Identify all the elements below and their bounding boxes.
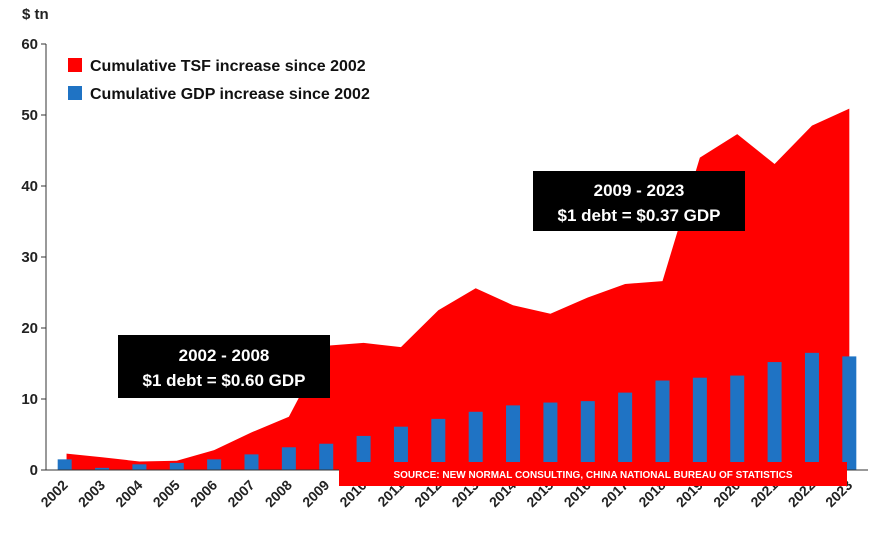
x-tick-label: 2004 bbox=[112, 477, 145, 510]
gdp-bar-2019 bbox=[692, 377, 707, 470]
gdp-bar-2003 bbox=[95, 467, 110, 470]
y-tick-label: 40 bbox=[21, 178, 38, 195]
source-box bbox=[339, 462, 847, 486]
gdp-bar-2016 bbox=[580, 401, 595, 470]
y-tick-label: 20 bbox=[21, 320, 38, 337]
annotation-2009-2023: 2009 - 2023 $1 debt = $0.37 GDP bbox=[533, 171, 745, 231]
gdp-bar-2011 bbox=[393, 426, 408, 470]
legend-label-tsf: Cumulative TSF increase since 2002 bbox=[90, 58, 366, 75]
gdp-bar-2020 bbox=[730, 375, 745, 470]
legend: Cumulative TSF increase since 2002 Cumul… bbox=[68, 58, 370, 103]
gdp-bar-2017 bbox=[618, 392, 633, 470]
y-tick-label: 0 bbox=[30, 462, 38, 479]
annotation-period-2002-2008: 2002 - 2008 bbox=[179, 346, 270, 365]
gdp-bar-2008 bbox=[281, 447, 296, 470]
gdp-bar-2021 bbox=[767, 362, 782, 470]
x-tick-label: 2005 bbox=[150, 477, 183, 510]
gdp-bar-2005 bbox=[169, 462, 184, 470]
annotation-period-2009-2023: 2009 - 2023 bbox=[594, 181, 685, 200]
gdp-bar-2009 bbox=[319, 443, 334, 470]
x-tick-label: 2003 bbox=[75, 477, 108, 510]
y-tick-label: 60 bbox=[21, 36, 38, 53]
gdp-bar-2004 bbox=[132, 464, 147, 470]
source-text: SOURCE: NEW NORMAL CONSULTING, CHINA NAT… bbox=[393, 470, 792, 481]
gdp-bar-2007 bbox=[244, 454, 259, 470]
x-tick-label: 2006 bbox=[187, 477, 220, 510]
gdp-bar-2015 bbox=[543, 402, 558, 470]
x-tick-label: 2002 bbox=[37, 477, 70, 510]
gdp-bar-2006 bbox=[207, 459, 222, 470]
gdp-bar-2014 bbox=[506, 405, 521, 470]
y-tick-label: 10 bbox=[21, 391, 38, 408]
annotation-ratio-2009-2023: $1 debt = $0.37 GDP bbox=[558, 206, 721, 225]
legend-swatch-tsf bbox=[68, 58, 82, 72]
source-note: SOURCE: NEW NORMAL CONSULTING, CHINA NAT… bbox=[339, 462, 847, 486]
legend-swatch-gdp bbox=[68, 86, 82, 100]
x-tick-label: 2009 bbox=[299, 477, 332, 510]
legend-label-gdp: Cumulative GDP increase since 2002 bbox=[90, 86, 370, 103]
gdp-bar-2023 bbox=[842, 356, 857, 470]
annotation-box-2009-2023 bbox=[533, 171, 745, 231]
x-tick-label: 2008 bbox=[262, 477, 295, 510]
gdp-bar-2013 bbox=[468, 411, 483, 470]
gdp-bar-2010 bbox=[356, 435, 371, 470]
annotation-2002-2008: 2002 - 2008 $1 debt = $0.60 GDP bbox=[118, 335, 330, 398]
gdp-bar-2018 bbox=[655, 380, 670, 470]
annotation-ratio-2002-2008: $1 debt = $0.60 GDP bbox=[143, 371, 306, 390]
y-tick-label: 50 bbox=[21, 107, 38, 124]
gdp-bar-2002 bbox=[57, 459, 72, 470]
x-tick-label: 2007 bbox=[224, 477, 257, 510]
annotation-box-2002-2008 bbox=[118, 335, 330, 398]
gdp-bar-2022 bbox=[804, 352, 819, 470]
tsf-area bbox=[66, 108, 850, 471]
y-axis-unit-label: $ tn bbox=[22, 6, 49, 23]
gdp-bar-2012 bbox=[431, 418, 446, 470]
y-tick-label: 30 bbox=[21, 249, 38, 266]
